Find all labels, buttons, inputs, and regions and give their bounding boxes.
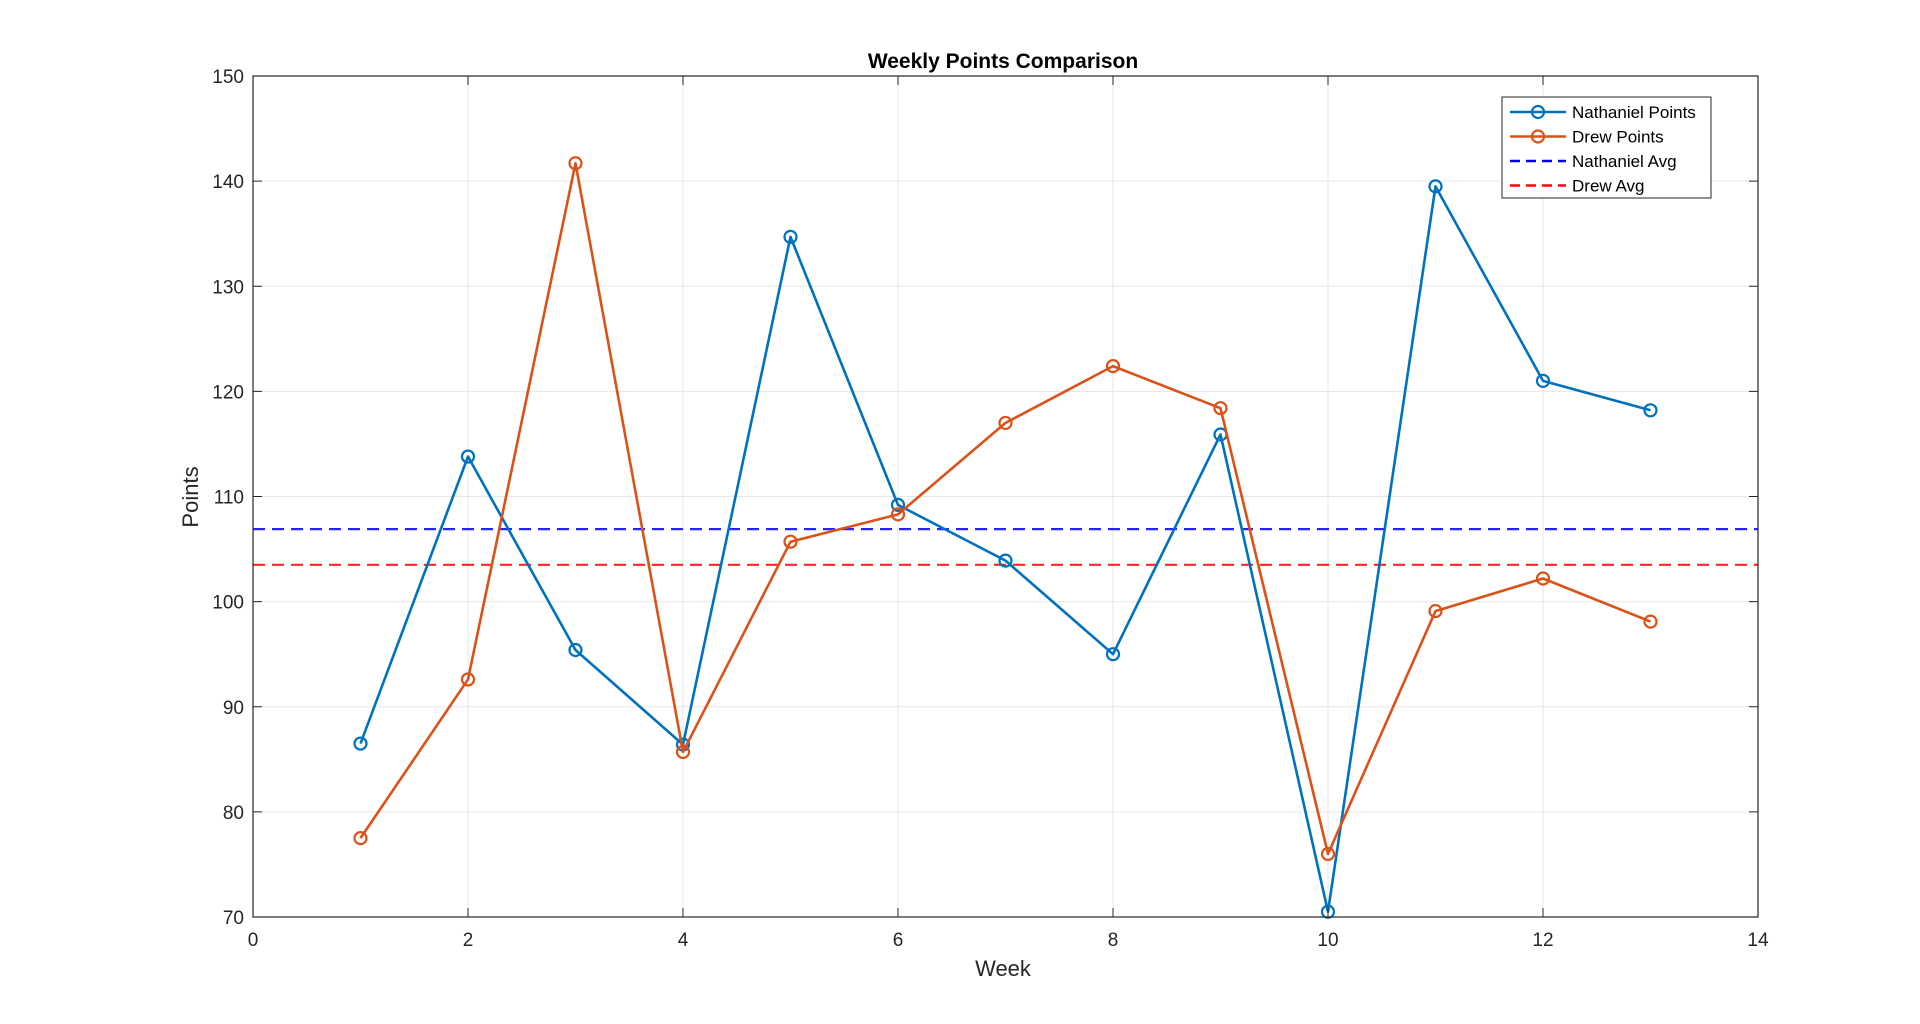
y-tick-label: 110	[214, 488, 244, 509]
data-point-marker	[353, 736, 368, 751]
x-tick-label: 8	[1108, 930, 1119, 951]
y-tick-label: 140	[212, 172, 244, 193]
x-tick-label: 2	[463, 930, 474, 951]
x-tick-label: 12	[1532, 930, 1553, 951]
data-point-marker	[998, 415, 1013, 431]
data-point-marker	[1428, 179, 1443, 194]
x-axis-label: Week	[975, 956, 1032, 981]
legend-entry-label: Drew Points	[1572, 128, 1664, 147]
legend-swatch-marker	[1530, 104, 1546, 120]
legend-entry-label: Nathaniel Points	[1572, 103, 1696, 122]
y-tick-label: 120	[212, 382, 244, 403]
legend-swatch-marker	[1530, 129, 1546, 144]
data-point-marker	[1643, 403, 1658, 418]
data-point-marker	[1105, 647, 1121, 662]
data-point-marker	[568, 642, 583, 658]
y-tick-label: 100	[212, 593, 244, 614]
data-point-marker	[1535, 373, 1551, 388]
data-point-marker	[1643, 614, 1658, 629]
x-tick-label: 0	[248, 930, 259, 951]
chart-title: Weekly Points Comparison	[868, 50, 1138, 73]
x-tick-label: 4	[678, 930, 689, 951]
data-point-marker	[1535, 571, 1551, 586]
series-line-0	[359, 185, 1651, 914]
data-point-marker	[353, 831, 368, 846]
data-point-marker	[675, 744, 691, 760]
x-tick-label: 6	[893, 930, 904, 951]
data-point-marker	[568, 156, 583, 171]
y-tick-label: 80	[223, 803, 244, 824]
data-point-marker	[783, 229, 798, 244]
legend: Nathaniel Points Drew Points Nathaniel Avg…	[1501, 96, 1712, 199]
data-series	[353, 156, 1658, 919]
legend-box	[1501, 96, 1712, 199]
y-axis-label: Points	[178, 466, 203, 527]
legend-entry-label: Nathaniel Avg	[1572, 152, 1677, 171]
data-point-marker	[783, 534, 798, 549]
legend-entry-label: Drew Avg	[1572, 177, 1644, 196]
axes: 0 2 4 6 8 10 12 14 70 80 90 100 110 120 130 140 150	[212, 67, 1769, 951]
data-point-marker	[890, 497, 906, 513]
data-point-marker	[1320, 846, 1336, 862]
data-point-marker	[890, 507, 906, 522]
grid-lines	[253, 76, 1758, 917]
y-tick-label: 130	[212, 277, 244, 298]
average-lines	[253, 527, 1758, 566]
y-tick-label: 90	[223, 698, 244, 719]
data-point-marker	[1320, 904, 1336, 919]
data-point-marker	[998, 553, 1013, 568]
y-tick-label: 70	[223, 908, 244, 929]
data-point-marker	[1428, 603, 1443, 619]
x-tick-label: 14	[1747, 930, 1769, 951]
x-tick-label: 10	[1317, 930, 1338, 951]
data-point-marker	[460, 449, 476, 464]
y-tick-label: 150	[212, 67, 244, 88]
data-point-marker	[1213, 401, 1228, 416]
data-point-marker	[1105, 359, 1121, 374]
data-point-marker	[460, 672, 476, 687]
series-line-1	[359, 161, 1651, 856]
